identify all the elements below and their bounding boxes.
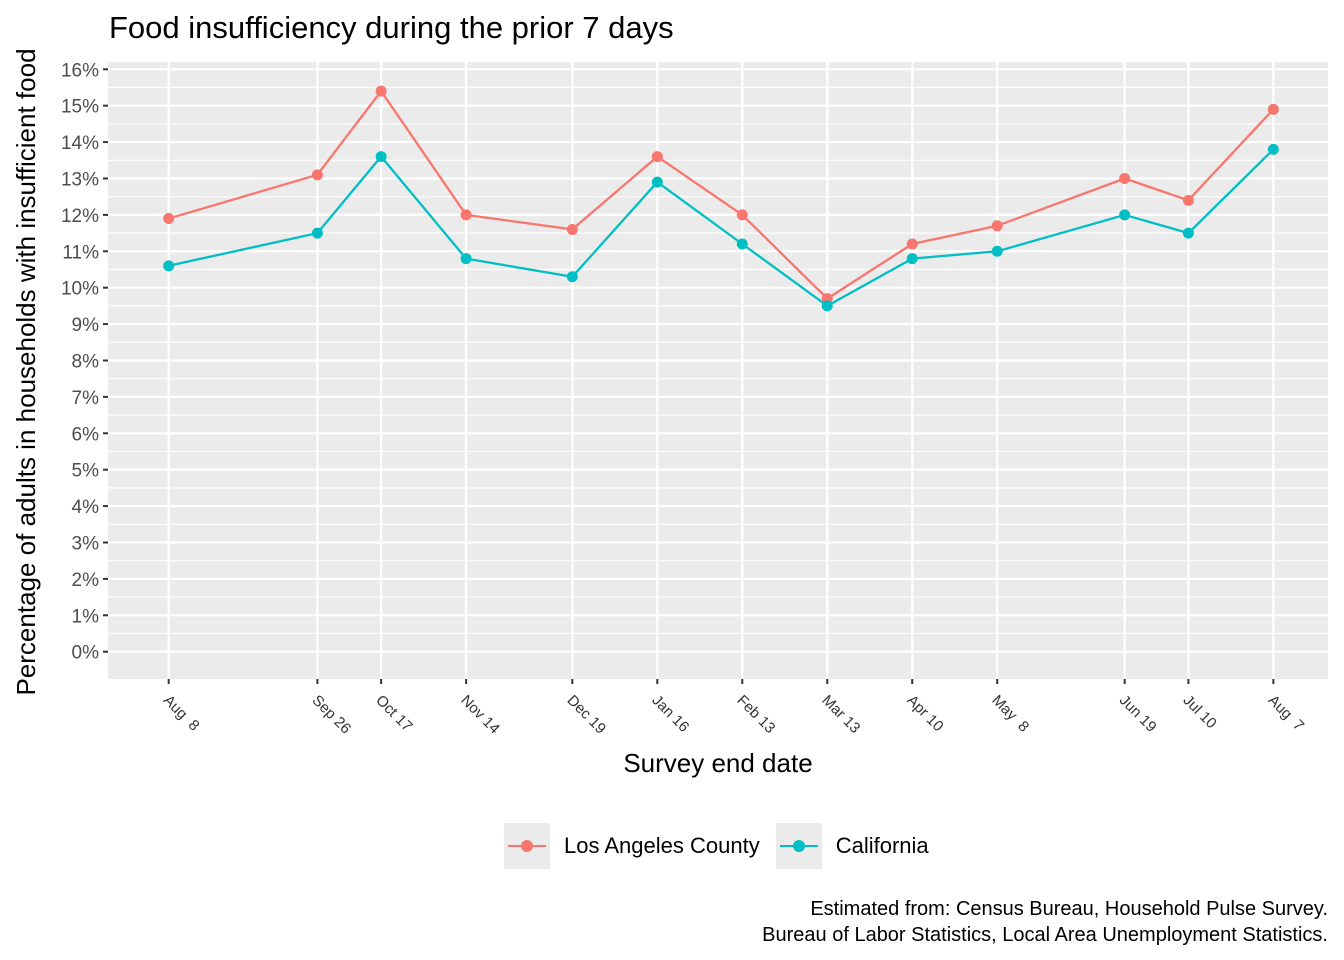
data-point-california bbox=[736, 238, 748, 250]
legend-item-los-angeles-county: Los Angeles County bbox=[504, 823, 776, 869]
legend-key-los-angeles-county bbox=[504, 823, 550, 869]
data-point-california bbox=[906, 253, 918, 265]
y-tick-label: 3% bbox=[72, 533, 100, 554]
y-tick-label: 1% bbox=[72, 606, 100, 627]
data-point-los-angeles-county bbox=[906, 238, 918, 250]
y-tick-label: 13% bbox=[61, 169, 99, 190]
data-point-california bbox=[566, 271, 578, 283]
x-tick-label: Oct 17 bbox=[372, 692, 415, 735]
x-tick-label: Nov 14 bbox=[457, 692, 503, 738]
x-tick-label: Apr 10 bbox=[903, 692, 946, 735]
data-point-los-angeles-county bbox=[736, 209, 748, 221]
x-tick-label: Jun 19 bbox=[1116, 692, 1160, 736]
data-point-california bbox=[991, 245, 1003, 257]
data-point-california bbox=[311, 227, 323, 239]
x-tick-label: Dec 19 bbox=[563, 692, 609, 738]
caption-line-2: Bureau of Labor Statistics, Local Area U… bbox=[762, 924, 1328, 946]
y-tick-label: 9% bbox=[72, 315, 100, 336]
data-point-los-angeles-county bbox=[460, 209, 472, 221]
data-point-los-angeles-county bbox=[991, 220, 1003, 232]
data-point-california bbox=[163, 260, 175, 272]
y-tick-label: 12% bbox=[61, 206, 99, 227]
y-tick-label: 0% bbox=[72, 643, 100, 664]
data-point-california bbox=[821, 300, 833, 312]
x-axis: Aug 8 Sep 26 Oct 17 Nov 14 Dec 19 Jan 16 Feb 1… bbox=[160, 679, 1307, 737]
data-point-california bbox=[1182, 227, 1194, 239]
y-tick-label: 16% bbox=[61, 60, 99, 81]
y-axis: 0% 1% 2% 3% 4% 5% 6% 7% 8% 9% 10% 11% 12% 13% 14% 15% 16… bbox=[61, 60, 108, 664]
data-point-california bbox=[375, 151, 387, 163]
legend-dot bbox=[792, 840, 805, 852]
legend-label: Los Angeles County bbox=[564, 833, 760, 858]
legend-key-california bbox=[775, 823, 822, 869]
x-tick-label: Feb 13 bbox=[733, 692, 778, 737]
legend: Los Angeles County California bbox=[504, 823, 945, 869]
y-tick-label: 15% bbox=[61, 97, 99, 118]
y-axis-title: Percentage of adults in households with … bbox=[11, 48, 41, 695]
data-point-california bbox=[651, 176, 663, 188]
y-tick-label: 5% bbox=[72, 461, 100, 482]
y-tick-label: 6% bbox=[72, 424, 100, 445]
chart-title: Food insufficiency during the prior 7 da… bbox=[109, 10, 674, 45]
data-point-los-angeles-county bbox=[1267, 103, 1279, 115]
x-tick-label: May 8 bbox=[988, 692, 1032, 736]
y-tick-label: 2% bbox=[72, 570, 100, 591]
data-point-los-angeles-county bbox=[163, 213, 175, 225]
data-point-california bbox=[1119, 209, 1131, 221]
data-point-los-angeles-county bbox=[1119, 172, 1131, 184]
data-point-los-angeles-county bbox=[311, 169, 323, 181]
legend-label: California bbox=[835, 833, 929, 858]
legend-dot bbox=[521, 840, 533, 852]
y-tick-label: 11% bbox=[62, 242, 99, 263]
x-tick-label: Jul 10 bbox=[1180, 692, 1220, 732]
x-tick-label: Aug 7 bbox=[1265, 692, 1308, 735]
y-tick-label: 7% bbox=[72, 388, 100, 409]
data-point-los-angeles-county bbox=[1182, 194, 1194, 206]
y-tick-label: 4% bbox=[72, 497, 100, 518]
series-layer bbox=[163, 85, 1279, 312]
x-tick-label: Sep 26 bbox=[309, 692, 355, 738]
caption-line-1: Estimated from: Census Bureau, Household… bbox=[810, 898, 1328, 920]
y-tick-label: 8% bbox=[72, 351, 100, 372]
data-point-los-angeles-county bbox=[651, 151, 663, 163]
x-tick-label: Jan 16 bbox=[648, 692, 692, 736]
x-axis-title: Survey end date bbox=[623, 748, 812, 778]
x-tick-label: Mar 13 bbox=[818, 692, 863, 737]
x-tick-label: Aug 8 bbox=[160, 692, 203, 735]
y-tick-label: 10% bbox=[61, 279, 99, 300]
data-point-california bbox=[1267, 143, 1279, 155]
legend-item-california: California bbox=[775, 823, 945, 869]
data-point-california bbox=[460, 253, 472, 265]
data-point-los-angeles-county bbox=[566, 223, 578, 235]
y-tick-label: 14% bbox=[61, 133, 99, 154]
data-point-los-angeles-county bbox=[375, 85, 387, 97]
plot-panel bbox=[108, 62, 1328, 679]
caption: Estimated from: Census Bureau, Household… bbox=[762, 896, 1328, 948]
